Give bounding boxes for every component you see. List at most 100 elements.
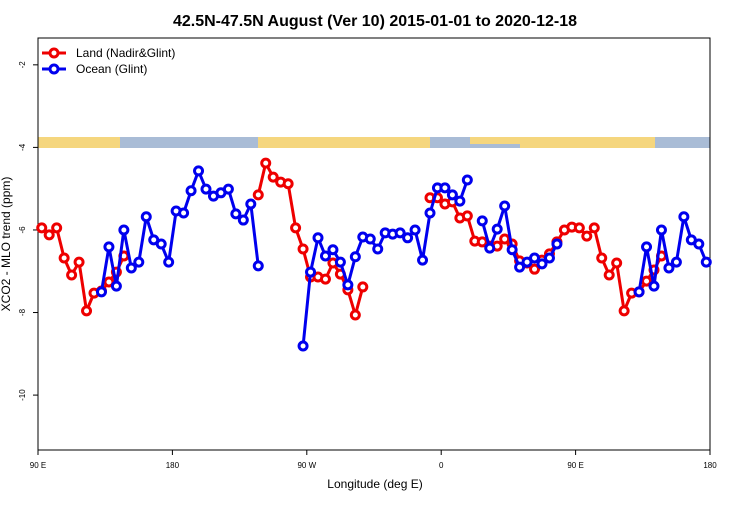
data-point — [499, 233, 511, 245]
data-point — [349, 251, 361, 263]
data-point — [312, 232, 324, 244]
data-point — [237, 214, 249, 226]
x-tick-label: 90 E — [30, 461, 46, 470]
data-point — [424, 207, 436, 219]
data-point — [357, 281, 369, 293]
data-point — [529, 252, 541, 264]
data-point — [290, 222, 302, 234]
data-point — [648, 280, 660, 292]
data-point — [499, 200, 511, 212]
chart-title: 42.5N-47.5N August (Ver 10) 2015-01-01 t… — [173, 13, 577, 30]
data-point — [222, 183, 234, 195]
data-point — [118, 224, 130, 236]
data-point — [394, 227, 406, 239]
x-tick-label: 90 E — [567, 461, 583, 470]
data-point — [155, 238, 167, 250]
data-point — [51, 222, 63, 234]
data-point — [461, 174, 473, 186]
data-point — [551, 238, 563, 250]
data-point — [36, 222, 48, 234]
data-point — [573, 222, 585, 234]
data-point — [588, 222, 600, 234]
data-point — [297, 340, 309, 352]
data-point — [319, 250, 331, 262]
data-point — [461, 210, 473, 222]
data-point — [596, 252, 608, 264]
y-tick-label: -10 — [18, 389, 27, 401]
data-point — [260, 157, 272, 169]
data-point — [678, 211, 690, 223]
x-tick-label: 180 — [703, 461, 717, 470]
data-point — [693, 238, 705, 250]
data-point — [178, 207, 190, 219]
data-point — [73, 256, 85, 268]
data-point — [529, 263, 541, 275]
y-tick-label: -6 — [18, 226, 27, 234]
data-point — [334, 256, 346, 268]
data-point — [372, 243, 384, 255]
data-point — [641, 241, 653, 253]
legend-entry: Ocean (Glint) — [42, 62, 147, 76]
y-tick-label: -2 — [18, 61, 27, 69]
data-point — [349, 309, 361, 321]
data-point — [245, 198, 257, 210]
data-point — [163, 256, 175, 268]
data-point — [491, 223, 503, 235]
data-point — [506, 244, 518, 256]
data-point — [140, 211, 152, 223]
data-point — [670, 256, 682, 268]
series — [95, 165, 712, 352]
data-point — [409, 224, 421, 236]
data-point — [543, 252, 555, 264]
data-point — [66, 269, 78, 281]
data-point — [81, 305, 93, 317]
data-point — [417, 254, 429, 266]
data-point — [633, 286, 645, 298]
data-point — [230, 208, 242, 220]
data-point — [185, 185, 197, 197]
data-point — [663, 262, 675, 274]
data-point — [110, 280, 122, 292]
data-point — [618, 305, 630, 317]
y-tick-label: -8 — [18, 308, 27, 316]
data-point — [402, 232, 414, 244]
legend-label: Ocean (Glint) — [76, 62, 147, 76]
y-tick-label: -4 — [18, 143, 27, 151]
data-point — [454, 195, 466, 207]
data-point — [319, 273, 331, 285]
x-tick-label: 180 — [166, 461, 180, 470]
data-point — [342, 279, 354, 291]
data-point — [267, 171, 279, 183]
data-point — [641, 275, 653, 287]
data-point — [655, 224, 667, 236]
legend-marker — [48, 47, 60, 59]
data-point — [103, 241, 115, 253]
data-point — [58, 252, 70, 264]
data-point — [327, 244, 339, 256]
data-point — [125, 262, 137, 274]
plot-frame — [37, 37, 711, 451]
map-strip — [38, 137, 710, 148]
data-point — [476, 215, 488, 227]
data-point — [305, 266, 317, 278]
data-point — [133, 256, 145, 268]
legend-marker — [48, 63, 60, 75]
x-axis-label: Longitude (deg E) — [327, 477, 422, 491]
data-point — [446, 189, 458, 201]
data-point — [700, 256, 712, 268]
legend-entry: Land (Nadir&Glint) — [42, 46, 175, 60]
legend-label: Land (Nadir&Glint) — [76, 46, 175, 60]
series — [36, 157, 667, 321]
y-axis-label: XCO2 - MLO trend (ppm) — [0, 177, 13, 312]
data-point — [282, 178, 294, 190]
data-point — [514, 261, 526, 273]
data-point — [536, 258, 548, 270]
data-point — [603, 269, 615, 281]
data-point — [95, 286, 107, 298]
data-point — [439, 182, 451, 194]
data-point — [43, 229, 55, 241]
data-point — [193, 165, 205, 177]
data-point — [252, 189, 264, 201]
series-line — [40, 226, 126, 313]
